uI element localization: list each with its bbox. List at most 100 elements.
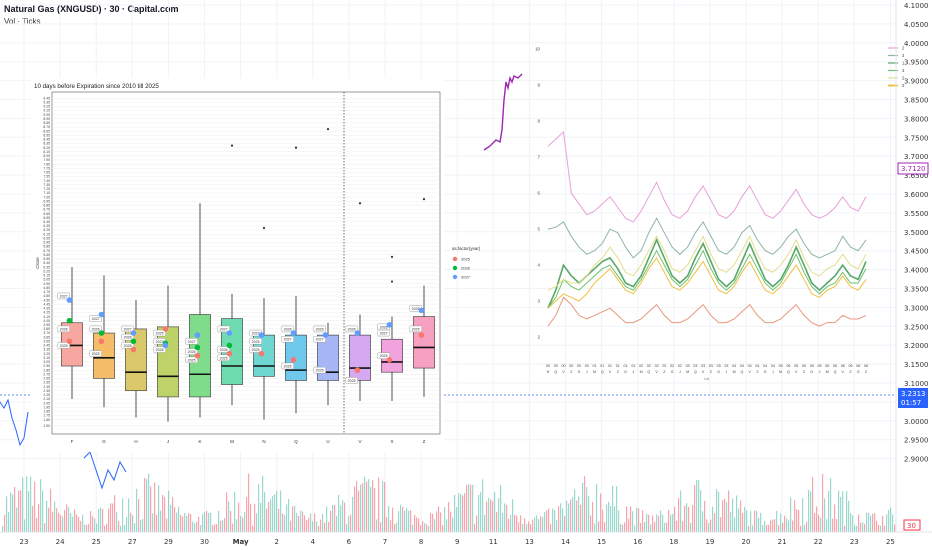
line-xtick-bottom: M [640, 370, 643, 374]
volume-bar [532, 519, 534, 532]
volume-bar [244, 512, 246, 532]
volume-bar [630, 506, 632, 532]
volume-bar [318, 525, 320, 532]
line-xtick-bottom: Q [834, 370, 837, 374]
boxplot-ytick: 4.35 [43, 307, 50, 311]
volume-bar [322, 513, 324, 532]
volume-bar [98, 509, 100, 532]
price-tick-label: 3.7000 [904, 153, 929, 161]
volume-bar [474, 523, 476, 532]
volume-bar [264, 492, 266, 532]
line-xtick-top: 04 [771, 364, 775, 368]
volume-bar [852, 515, 854, 532]
time-tick-label: 21 [778, 538, 787, 546]
volume-bar [216, 524, 218, 532]
blue-price-text: 3.2313 [901, 390, 926, 398]
volume-bar [214, 524, 216, 532]
volume-bar [316, 521, 318, 532]
volume-bar [796, 509, 798, 532]
line-xtick-top: 04 [748, 364, 752, 368]
price-tick-label: 3.6500 [904, 172, 929, 180]
volume-bar [762, 525, 764, 532]
volume-bar [168, 490, 170, 532]
volume-bar [800, 525, 802, 532]
box-outlier [390, 255, 394, 258]
volume-bar [138, 499, 140, 532]
volume-bar [604, 522, 606, 532]
volume-bar [584, 476, 586, 532]
purple-price-badge [897, 162, 929, 175]
volume-bar [466, 484, 468, 532]
price-tick-label: 3.0000 [904, 418, 929, 426]
boxplot-ytick: 8.35 [43, 142, 50, 146]
volume-bar [582, 482, 584, 532]
seasonal-series-line [547, 235, 867, 291]
time-tick-label: 24 [56, 538, 65, 546]
volume-bar [720, 517, 722, 532]
volume-bar [790, 497, 792, 532]
volume-bar [676, 520, 678, 532]
year-label-box [89, 325, 102, 333]
boxplot-ytick: 2.95 [43, 364, 50, 368]
volume-bar [644, 521, 646, 532]
volume-bar [68, 506, 70, 532]
volume-bar [406, 508, 408, 532]
line-xtick-top: 01 [593, 364, 597, 368]
volume-bar [246, 497, 248, 532]
seasonal-legend-label: 2 [902, 76, 905, 81]
boxplot-xtick: F [71, 439, 74, 444]
volume-bar [546, 510, 548, 532]
volume-bar [788, 520, 790, 532]
boxplot-ytick: 9.45 [43, 96, 50, 100]
volume-bar [156, 514, 158, 532]
line-xtick-bottom: M [686, 370, 689, 374]
boxplot-title: 10 days before Expiration since 2010 til… [34, 83, 159, 90]
volume-bar [744, 507, 746, 532]
line-xtick-top: 00 [569, 364, 573, 368]
volume-bar [872, 513, 874, 532]
volume-bar [722, 500, 724, 532]
volume-bar [308, 517, 310, 532]
volume-bar [212, 525, 214, 532]
year-point [98, 330, 105, 336]
year-label-text: 2027 [380, 332, 388, 336]
time-axis[interactable]: 23 24 25 27 29 30 May 2 4 6 7 8 9 11 13 14 15 16 18 19 20 21 2… [0, 531, 932, 546]
volume-bar [784, 515, 786, 532]
volume-bar [510, 515, 512, 532]
volume-bar [384, 481, 386, 532]
boxplot-legend-title: as.factor(year) [452, 246, 481, 251]
volume-bar [190, 514, 192, 532]
volume-bar [422, 520, 424, 532]
volume-bar [336, 515, 338, 532]
price-scale[interactable]: 4.1000 4.0500 4.0000 3.9500 3.9000 3.8500 3.80… [895, 0, 929, 532]
volume-bar [106, 523, 108, 532]
volume-bar [314, 513, 316, 532]
volume-bar [12, 494, 14, 532]
volume-bar [528, 521, 530, 532]
volume-bar [324, 522, 326, 532]
volume-bar [866, 512, 868, 532]
boxplot-ytick: 6.55 [43, 216, 50, 220]
year-point [194, 352, 201, 359]
volume-bar [688, 506, 690, 532]
year-label-box [377, 329, 390, 337]
volume-bar [390, 520, 392, 532]
boxplot-ytick: 9.25 [43, 105, 50, 109]
boxplot-xtick: Q [294, 439, 298, 444]
line-ytick: 4 [538, 263, 541, 268]
year-label-box [281, 336, 294, 343]
volume-bar [294, 505, 296, 532]
line-xtick-top: 04 [732, 364, 736, 368]
year-label-box [377, 352, 390, 359]
time-tick-label: 19 [705, 538, 714, 546]
line-xtick-bottom: V [795, 370, 798, 374]
line-xtick-bottom: G [578, 370, 581, 374]
volume-bar [418, 518, 420, 532]
volume-bar [174, 507, 176, 532]
volume-bar [114, 495, 116, 532]
boxplot-ytick: 3.55 [43, 339, 50, 343]
boxplot-ylabel: Close [35, 257, 40, 269]
boxplot-xtick: U [326, 439, 329, 444]
volume-bar [854, 525, 856, 532]
